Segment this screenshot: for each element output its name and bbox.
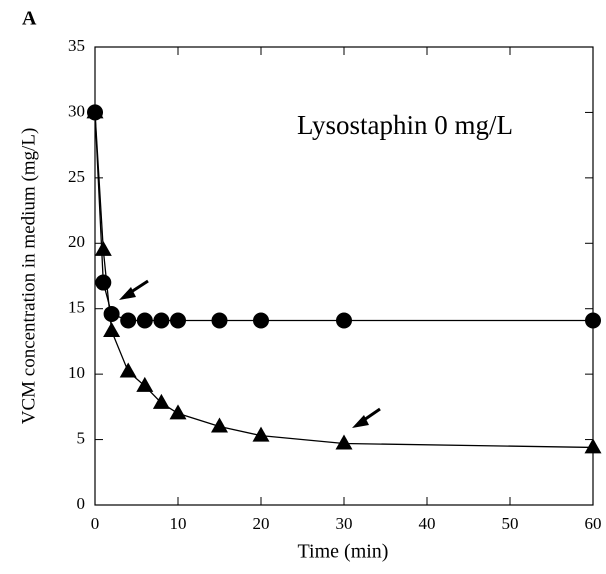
series-line: [94, 112, 594, 449]
x-axis-label: Time (min): [298, 541, 389, 563]
y-tick-label: 35: [68, 36, 85, 55]
triangle-marker: [211, 417, 228, 433]
triangle-marker: [169, 404, 187, 420]
circle-marker: [336, 312, 352, 329]
y-tick-label: 5: [77, 428, 86, 447]
x-tick-label: 40: [419, 514, 436, 533]
y-tick-label: 25: [68, 167, 85, 186]
circle-marker: [120, 312, 137, 329]
y-tick-label: 10: [68, 363, 85, 382]
y-tick-label: 30: [68, 101, 85, 120]
circle-marker: [136, 312, 153, 329]
circle-marker: [211, 312, 228, 329]
triangle-marker: [103, 321, 121, 337]
x-tick-label: 30: [336, 514, 353, 533]
circle-marker: [170, 312, 186, 329]
panel-label: A: [22, 8, 37, 30]
y-tick-label: 15: [68, 298, 85, 317]
y-tick-label: 0: [77, 494, 86, 513]
triangle-marker: [335, 434, 353, 450]
x-tick-label: 60: [585, 514, 602, 533]
annotation: Lysostaphin 0 mg/L: [297, 110, 513, 140]
x-tick-label: 20: [253, 514, 270, 533]
series-line: [94, 112, 593, 322]
y-axis-label: VCM concentration in medium (mg/L): [18, 128, 39, 425]
arrow: [352, 407, 381, 428]
y-tick-label: 20: [68, 232, 85, 251]
triangle-marker: [94, 240, 112, 256]
circle-marker: [103, 305, 120, 322]
triangle-marker: [136, 376, 154, 392]
triangle-marker: [584, 438, 602, 454]
triangle-marker: [119, 362, 137, 378]
x-tick-label: 10: [170, 514, 187, 533]
circle-marker: [585, 312, 601, 329]
triangle-marker: [152, 393, 170, 409]
circle-marker: [153, 312, 170, 329]
arrow: [119, 279, 149, 300]
x-tick-label: 0: [91, 514, 100, 533]
circle-marker: [253, 312, 269, 329]
circle-marker: [95, 274, 112, 291]
x-tick-label: 50: [502, 514, 519, 533]
triangle-marker: [86, 103, 104, 119]
triangle-marker: [252, 426, 270, 442]
